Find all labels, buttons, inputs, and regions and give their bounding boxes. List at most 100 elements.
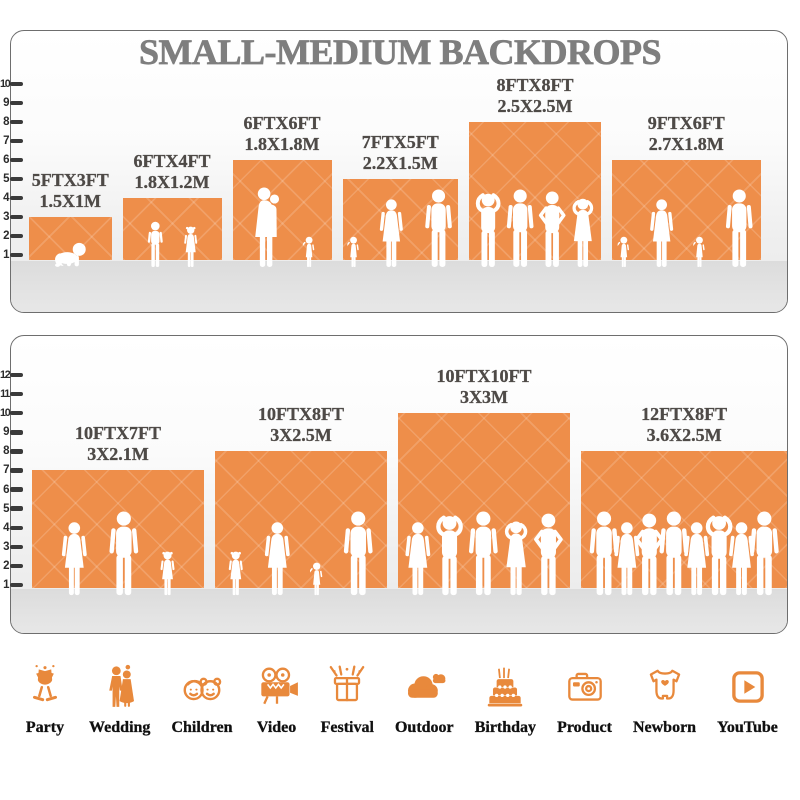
- ruler-tick: [10, 525, 23, 531]
- backdrop-bar-12ftx8ft: [581, 451, 788, 588]
- page-title: SMALL-MEDIUM BACKDROPS: [138, 32, 662, 73]
- silhouette-man-armsup: [438, 516, 460, 595]
- size-label: 6FTX4FT 1.8X1.2M: [133, 151, 210, 193]
- backdrop-bar-10ftx7ft: [32, 470, 204, 588]
- ruler-number: 3: [3, 211, 9, 223]
- silhouette-man: [726, 189, 753, 267]
- ruler-number: 12: [0, 368, 11, 381]
- category-label: Newborn: [632, 719, 697, 736]
- size-label-m: 3X2.5M: [270, 425, 332, 446]
- category-birthday: Birthday: [475, 664, 536, 737]
- ruler-number: 3: [3, 540, 9, 553]
- ruler-tick: [10, 487, 23, 492]
- category-outdoor: Outdoor: [395, 664, 454, 737]
- newborn-icon: [642, 664, 688, 710]
- silhouette-man: [750, 511, 779, 595]
- silhouette-man-hips: [536, 513, 561, 595]
- size-label-ft: 9FTX6FT: [647, 113, 725, 133]
- youtube-icon: [725, 664, 771, 710]
- size-label-ft: 10FTX8FT: [257, 404, 345, 425]
- category-youtube: YouTube: [717, 664, 778, 737]
- backdrop-bar-5ftx3ft: [29, 217, 112, 260]
- backdrop-bar-8ftx8ft: [469, 122, 601, 260]
- ruler-number: 10: [0, 78, 11, 90]
- ruler-number: 2: [3, 230, 9, 242]
- size-label-m: 3X3M: [459, 387, 508, 408]
- size-label: 6FTX6FT 1.8X1.8M: [243, 113, 320, 155]
- silhouette-baby: [55, 243, 86, 267]
- silhouette-woman: [62, 522, 87, 595]
- category-newborn: Newborn: [633, 664, 696, 737]
- silhouette-woman: [650, 199, 673, 267]
- people-silhouettes: [215, 511, 387, 595]
- product-icon: [562, 664, 608, 710]
- silhouette-man: [469, 511, 498, 595]
- silhouette-man-armsup: [708, 516, 730, 595]
- ruler-tick: [10, 157, 23, 163]
- ruler-tick: [10, 176, 23, 182]
- ruler-tick: [10, 544, 23, 550]
- ruler-tick: [10, 233, 23, 239]
- size-label-m: 1.5X1M: [39, 191, 101, 211]
- size-label-ft: 5FTX3FT: [31, 170, 109, 190]
- silhouette-man: [344, 511, 373, 595]
- ruler-number: 2: [3, 559, 9, 572]
- ruler-tick: [10, 563, 23, 569]
- size-label-ft: 8FTX8FT: [496, 75, 574, 95]
- festival-icon: [324, 664, 370, 710]
- silhouette-man-hips: [637, 513, 662, 595]
- ruler-number: 4: [3, 192, 9, 204]
- ruler-number: 5: [3, 502, 9, 515]
- category-label: Party: [25, 719, 65, 736]
- silhouette-man: [507, 189, 534, 267]
- people-silhouettes: [123, 221, 222, 267]
- ruler-number: 1: [3, 579, 9, 591]
- silhouette-woman-armsup: [574, 199, 592, 267]
- wedding-icon: [97, 664, 143, 710]
- category-video: Video: [254, 664, 300, 737]
- birthday-icon: [482, 664, 528, 710]
- ruler-number: 4: [3, 521, 9, 534]
- category-party: Party: [22, 664, 68, 737]
- size-label: 9FTX6FT 2.7X1.8M: [648, 113, 725, 155]
- party-icon: [22, 664, 68, 710]
- size-label-m: 1.8X1.8M: [244, 134, 320, 154]
- people-silhouettes: [29, 241, 112, 267]
- ruler-number: 9: [3, 426, 9, 439]
- backdrop-bar-7ftx5ft: [342, 179, 458, 260]
- ruler-tick: [10, 138, 23, 144]
- category-label: Birthday: [474, 719, 537, 736]
- video-icon: [254, 664, 300, 710]
- size-label: 10FTX10FT 3X3M: [436, 366, 531, 408]
- silhouette-woman: [265, 522, 290, 595]
- size-label-ft: 10FTX10FT: [436, 366, 532, 387]
- category-label: Video: [256, 719, 297, 736]
- ruler-tick: [10, 195, 23, 201]
- ruler-number: 6: [3, 483, 9, 496]
- ruler-number: 7: [3, 464, 9, 477]
- category-label: Children: [171, 719, 233, 736]
- ruler-tick: [10, 449, 23, 454]
- silhouette-woman: [614, 522, 639, 595]
- category-label: YouTube: [717, 719, 778, 736]
- silhouette-man: [589, 511, 618, 595]
- ruler-number: 8: [3, 445, 9, 458]
- size-label-ft: 7FTX5FT: [361, 132, 439, 152]
- ruler-number: 10: [0, 407, 11, 420]
- silhouette-woman-carrying: [255, 187, 279, 267]
- backdrop-bar-6ftx4ft: [122, 198, 222, 260]
- size-label: 10FTX8FT 3X2.5M: [258, 404, 344, 446]
- category-product: Product: [557, 664, 612, 737]
- backdrop-bar-6ftx6ft: [232, 160, 332, 260]
- silhouette-woman: [405, 522, 430, 595]
- size-label: 12FTX8FT 3.6X2.5M: [641, 404, 727, 446]
- size-label-m: 2.5X2.5M: [497, 96, 573, 116]
- ruler-tick: [10, 81, 23, 87]
- size-label-ft: 12FTX8FT: [641, 404, 728, 425]
- category-legend: Party Wedding Children Video Festival Outdoor…: [0, 664, 800, 737]
- category-label: Wedding: [89, 719, 151, 736]
- silhouette-man: [425, 189, 452, 267]
- size-label-ft: 6FTX6FT: [243, 113, 321, 133]
- category-wedding: Wedding: [89, 664, 151, 737]
